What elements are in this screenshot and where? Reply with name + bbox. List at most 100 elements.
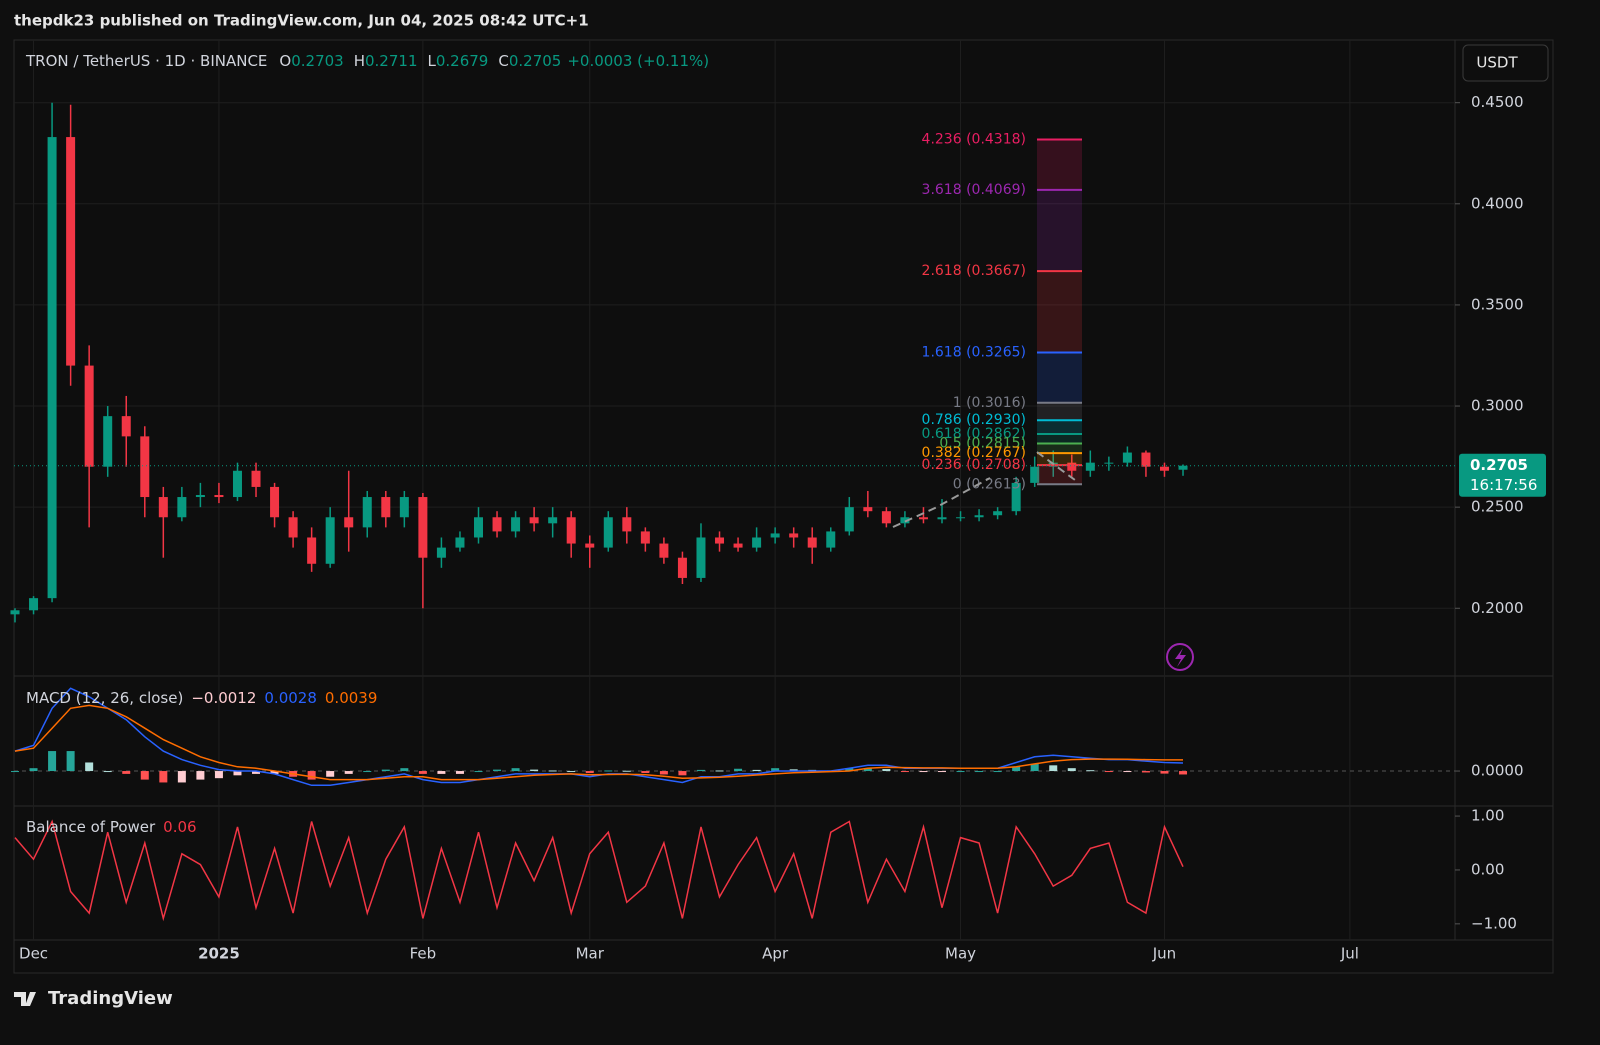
x-tick-label: 2025 [198,945,240,963]
alert-circle[interactable] [1166,643,1194,671]
candle-body [140,436,150,498]
fib-zone [1037,402,1082,421]
histogram-bar [975,771,984,773]
logo-mark [14,992,36,1006]
candle-body [1141,452,1151,467]
y-tick-label: 0.4000 [1471,194,1524,212]
labels: Dec 2025 Feb Mar Apr May Jun Jul 0.2000 0.2500 0.3… [19,52,1546,963]
histogram-bar [863,768,872,772]
x-tick-label: Jul [1340,945,1359,963]
candle-body [733,543,743,548]
histogram-bar [752,769,761,772]
countdown: 16:17:56 [1470,476,1537,494]
histogram-bar [1141,771,1150,773]
histogram-bar [307,771,316,780]
logo-text: TradingView [48,988,173,1009]
macd-legend-value: 0.0039 [325,689,378,707]
x-tick-label: Jun [1152,945,1176,963]
histogram-bar [789,769,798,772]
histogram-bar [993,771,1002,773]
candle-body [1159,466,1169,471]
bop-line [14,819,1184,922]
candle-body [937,517,947,520]
change: +0.0003 (+0.11%) [567,52,709,70]
histogram-bar [641,771,650,774]
candle-body [307,537,317,564]
histogram-bar [567,771,576,773]
histogram-bar [326,771,335,777]
histogram-bar [455,771,464,774]
candle-body [103,416,113,467]
histogram-bar [715,770,724,772]
candle-body [956,517,966,519]
y-tick-label: 0.3000 [1471,397,1524,415]
histogram-bar [938,771,946,773]
candle-body [900,517,910,524]
histogram-bar [585,771,594,774]
bop-title: Balance of Power [26,818,156,836]
fib-label: 0.5 (0.2815) [939,435,1026,451]
alert-bolt[interactable] [1175,648,1186,667]
histogram-bar [1049,765,1058,772]
candle-body [288,517,298,538]
ohlc-value: 0.2679 [436,52,489,70]
currency-button[interactable] [1462,44,1549,82]
candle-body [1030,466,1040,483]
candle-body [752,537,762,548]
last-price-label: 0.2705 [1470,456,1528,474]
candle-body [474,517,483,538]
fib-label: 2.618 (0.3667) [922,263,1026,279]
candle-body [492,517,502,532]
candle-body [1085,462,1095,471]
histogram-bar [696,769,705,772]
candle-body [195,495,205,498]
histogram-bar [845,768,854,772]
histogram-bar [11,771,19,773]
fib-label: 1 (0.3016) [953,395,1026,411]
histogram-bar [474,771,483,773]
candle-body [66,137,76,366]
fib-label: 0.786 (0.2930) [922,412,1026,428]
y-tick-label: 0.2000 [1471,599,1524,617]
drawing [1036,451,1076,481]
candle-body [696,537,706,578]
candle-body [84,365,94,467]
candle-body [29,598,39,611]
histogram-bar [252,771,261,774]
histogram-bar [530,769,539,772]
candle-body [251,470,261,487]
histogram-bar [233,771,242,776]
y-tick-label: 0.00 [1471,860,1504,878]
candle-body [770,533,780,538]
fib-label: 0.618 (0.2862) [922,426,1026,442]
histogram-bar [85,762,94,772]
histogram-bar [1086,770,1095,772]
candle-body [1067,462,1077,471]
y-tick-label: 0.4500 [1471,93,1524,111]
macd-title: MACD (12, 26, close) [26,689,183,707]
ohlc-key: H [354,52,365,70]
histogram-bar [1030,763,1039,772]
histogram-bar [771,768,780,772]
candle-body [863,507,873,512]
candle-body [789,533,799,538]
histogram-bar [418,771,427,774]
candle-body [918,517,928,520]
histogram-bar [66,751,75,772]
histogram-bar [1104,771,1113,773]
fib-zone [1037,271,1082,353]
histogram-bar [122,771,131,774]
currency-label[interactable]: USDT [1476,54,1518,72]
histogram-bar [1160,771,1169,774]
y-tick-label: 0.0000 [1471,762,1524,780]
fib-zone [1037,453,1082,466]
fib-label: 1.618 (0.3265) [922,344,1026,360]
x-tick-label: Feb [410,945,437,963]
candle-body [47,137,57,599]
histogram-bar [1179,771,1188,775]
alert-icon[interactable] [1166,643,1194,671]
fib-zone [1037,139,1082,190]
histogram-bar [493,769,502,772]
candle-body [214,495,224,498]
